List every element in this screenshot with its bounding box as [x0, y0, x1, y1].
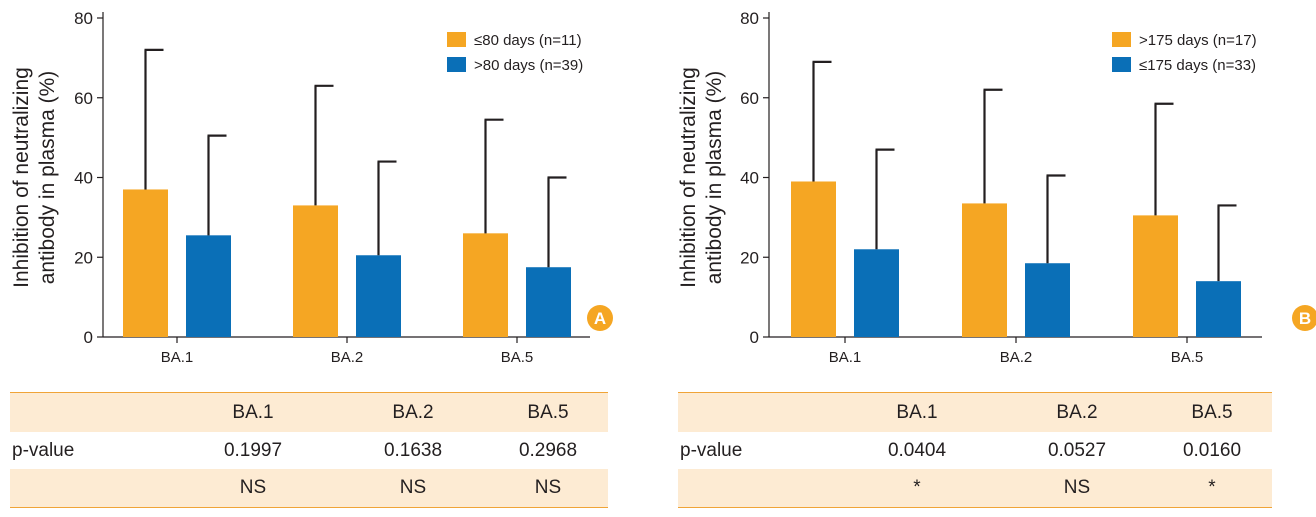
stats-table-a: BA.1 BA.2 BA.5 p-value 0.1997 0.1638 0.2… — [10, 392, 608, 508]
table-cell: NS — [1002, 469, 1152, 508]
row-label — [678, 469, 832, 508]
bar — [356, 255, 401, 337]
table-row: p-value 0.0404 0.0527 0.0160 — [678, 432, 1272, 469]
panel-badge — [1292, 305, 1316, 331]
x-tick-label: BA.1 — [829, 349, 862, 366]
bar — [791, 181, 836, 337]
y-tick-label: 0 — [750, 328, 759, 347]
panel-a: Inhibition of neutralizing antibody in pl… — [10, 9, 613, 508]
bar — [123, 189, 168, 337]
legend-swatch — [447, 57, 466, 72]
table-cell: * — [1152, 469, 1272, 508]
table-cell: 0.1997 — [168, 432, 338, 469]
y-tick-label: 0 — [84, 328, 93, 347]
table-cell: 0.0160 — [1152, 432, 1272, 469]
y-axis-label: Inhibition of neutralizing antibody in pl… — [677, 67, 726, 288]
bar — [1025, 263, 1070, 337]
y-tick-label: 80 — [74, 9, 93, 28]
y-axis-label-line: antibody in plasma (%) — [36, 71, 59, 285]
y-axis-label-line: Inhibition of neutralizing — [677, 67, 700, 288]
legend-label: ≤80 days (n=11) — [474, 32, 582, 49]
y-tick-label: 60 — [74, 89, 93, 108]
table-header-row: BA.1 BA.2 BA.5 — [678, 392, 1272, 432]
table-row: NS NS NS — [10, 469, 608, 508]
header-cell — [10, 392, 168, 432]
chart-b: Inhibition of neutralizing antibody in pl… — [677, 9, 1316, 366]
legend-swatch — [1112, 32, 1131, 47]
row-label: p-value — [10, 432, 168, 469]
x-tick-label: BA.2 — [331, 349, 364, 366]
panel-badge-label: A — [594, 309, 606, 328]
table-header-row: BA.1 BA.2 BA.5 — [10, 392, 608, 432]
bar — [526, 267, 571, 337]
bar — [463, 233, 508, 337]
bar — [1133, 215, 1178, 337]
table-cell: 0.2968 — [488, 432, 608, 469]
table-cell: 0.0527 — [1002, 432, 1152, 469]
y-axis-label-line: antibody in plasma (%) — [703, 71, 726, 285]
y-tick-label: 20 — [740, 248, 759, 267]
bar — [186, 235, 231, 337]
header-cell: BA.1 — [832, 392, 1002, 432]
header-cell: BA.2 — [1002, 392, 1152, 432]
header-cell: BA.1 — [168, 392, 338, 432]
legend-swatch — [1112, 57, 1131, 72]
bar — [962, 203, 1007, 337]
row-label — [10, 469, 168, 508]
x-tick-label: BA.1 — [161, 349, 194, 366]
y-tick-label: 60 — [740, 89, 759, 108]
panel-b: Inhibition of neutralizing antibody in pl… — [666, 0, 1316, 517]
legend-label: ≤175 days (n=33) — [1139, 57, 1256, 74]
bar — [1196, 281, 1241, 337]
x-tick-label: BA.5 — [501, 349, 534, 366]
y-tick-label: 40 — [74, 169, 93, 188]
legend-label: >80 days (n=39) — [474, 57, 583, 74]
x-tick-label: BA.2 — [1000, 349, 1033, 366]
row-label: p-value — [678, 432, 832, 469]
table-cell: * — [832, 469, 1002, 508]
header-cell: BA.2 — [338, 392, 488, 432]
table-row: * NS * — [678, 469, 1272, 508]
table-cell: 0.1638 — [338, 432, 488, 469]
stats-table-b: BA.1 BA.2 BA.5 p-value 0.0404 0.0527 0.0… — [678, 392, 1272, 508]
header-cell: BA.5 — [488, 392, 608, 432]
chart-a: Inhibition of neutralizing antibody in pl… — [10, 9, 613, 366]
y-tick-label: 20 — [74, 248, 93, 267]
panel-badge-label: B — [1299, 309, 1311, 328]
table-cell: NS — [488, 469, 608, 508]
bar — [293, 205, 338, 337]
legend-swatch — [447, 32, 466, 47]
bar — [854, 249, 899, 337]
header-cell — [678, 392, 832, 432]
y-axis-label: Inhibition of neutralizing antibody in pl… — [10, 67, 59, 288]
x-tick-label: BA.5 — [1171, 349, 1204, 366]
y-axis-label-line: Inhibition of neutralizing — [10, 67, 33, 288]
table-cell: NS — [168, 469, 338, 508]
header-cell: BA.5 — [1152, 392, 1272, 432]
table-cell: 0.0404 — [832, 432, 1002, 469]
table-cell: NS — [338, 469, 488, 508]
y-tick-label: 80 — [740, 9, 759, 28]
legend-label: >175 days (n=17) — [1139, 32, 1257, 49]
panel-badge — [587, 305, 613, 331]
y-tick-label: 40 — [740, 169, 759, 188]
table-row: p-value 0.1997 0.1638 0.2968 — [10, 432, 608, 469]
